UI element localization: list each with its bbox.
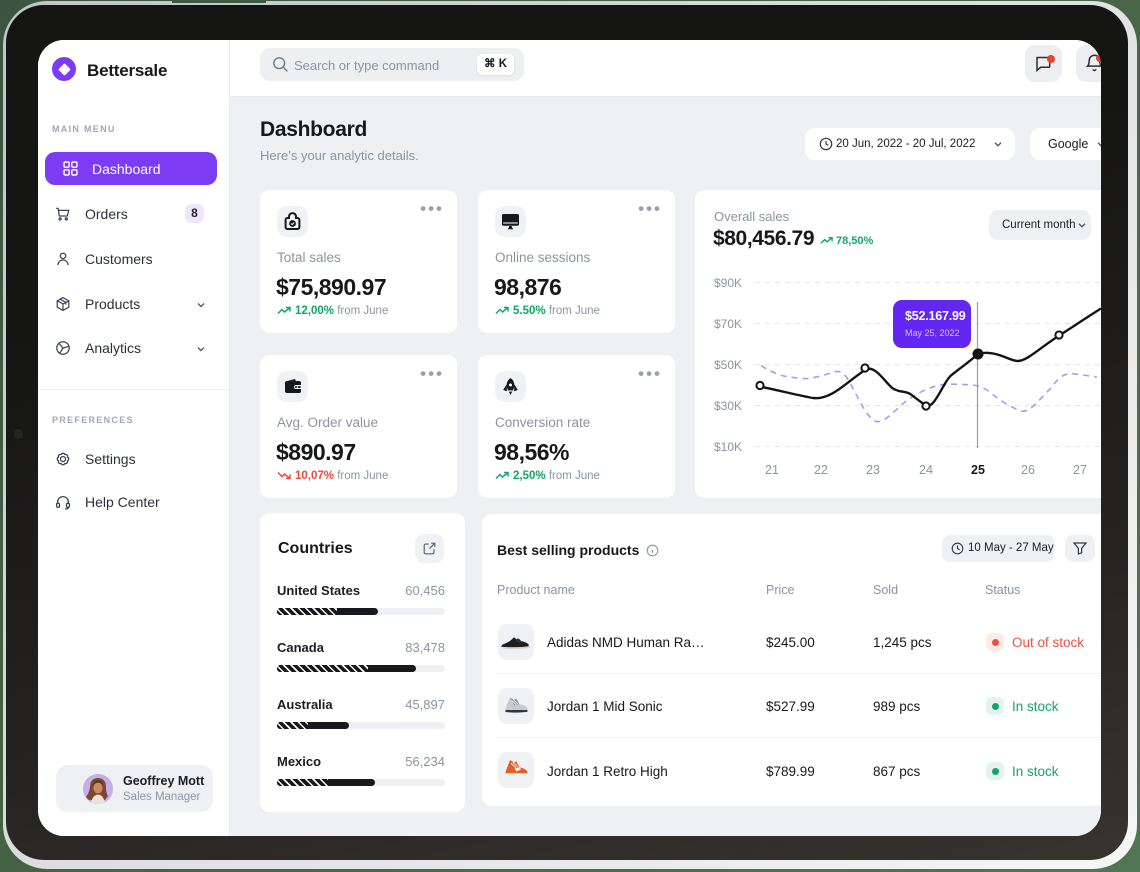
svg-text:23: 23 [866, 463, 880, 477]
svg-text:$10K: $10K [714, 440, 742, 454]
svg-text:27: 27 [1073, 463, 1087, 477]
svg-text:25: 25 [971, 463, 985, 477]
svg-text:$90K: $90K [714, 276, 742, 290]
svg-text:24: 24 [919, 463, 933, 477]
svg-text:21: 21 [765, 463, 779, 477]
svg-text:22: 22 [814, 463, 828, 477]
svg-text:26: 26 [1021, 463, 1035, 477]
svg-text:$30K: $30K [714, 399, 742, 413]
svg-text:$70K: $70K [714, 317, 742, 331]
svg-text:$50K: $50K [714, 358, 742, 372]
